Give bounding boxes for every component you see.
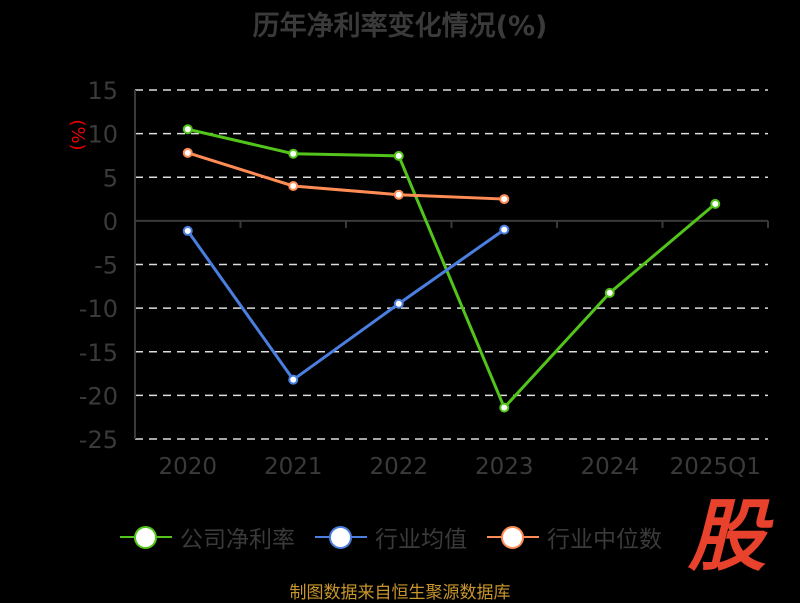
- data-point: [499, 402, 510, 413]
- x-tick-label: 2024: [580, 454, 639, 480]
- series-line-0: [187, 127, 717, 411]
- source-note: 制图数据来自恒生聚源数据库: [289, 583, 511, 603]
- data-point: [393, 189, 404, 200]
- legend-item-industry-avg[interactable]: 行业均值: [315, 520, 467, 554]
- y-tick-label: 5: [103, 164, 118, 192]
- y-tick-label: -5: [94, 252, 118, 280]
- data-point: [182, 225, 193, 236]
- legend-marker-icon: [487, 525, 539, 549]
- legend-label: 行业均值: [375, 527, 467, 553]
- series-line-2: [187, 151, 505, 201]
- legend: 公司净利率 行业均值 行业中位数: [120, 520, 662, 554]
- y-tick-label: 10: [87, 121, 118, 149]
- x-tick-label: 2021: [264, 454, 323, 480]
- y-tick-label: -15: [79, 339, 118, 367]
- x-tick-label: 2020: [158, 454, 217, 480]
- legend-item-industry-median[interactable]: 行业中位数: [487, 520, 662, 554]
- x-tick-label: 2025Q1: [670, 454, 761, 480]
- chart-title: 历年净利率变化情况(%): [252, 11, 548, 42]
- data-point: [288, 148, 299, 159]
- y-axis-label: (%): [67, 119, 88, 150]
- y-tick-label: -10: [79, 295, 118, 323]
- x-tick-label: 2022: [369, 454, 428, 480]
- y-tick-label: -25: [79, 426, 118, 454]
- data-point: [604, 287, 615, 298]
- logo: 股: [688, 492, 767, 582]
- data-point: [710, 198, 721, 209]
- legend-label: 行业中位数: [547, 527, 662, 553]
- data-point: [182, 147, 193, 158]
- legend-item-company[interactable]: 公司净利率: [120, 520, 295, 554]
- legend-marker-icon: [315, 525, 367, 549]
- data-point: [393, 150, 404, 161]
- y-tick-label: 0: [103, 208, 118, 236]
- legend-marker-icon: [120, 525, 172, 549]
- data-point: [288, 180, 299, 191]
- y-tick-label: 15: [87, 77, 118, 105]
- data-point: [182, 124, 193, 135]
- data-point: [288, 374, 299, 385]
- y-tick-label: -20: [79, 382, 118, 410]
- data-point: [393, 298, 404, 309]
- data-point: [499, 194, 510, 205]
- data-point: [499, 224, 510, 235]
- x-tick-label: 2023: [475, 454, 534, 480]
- series-line-1: [186, 228, 506, 382]
- legend-label: 公司净利率: [180, 527, 295, 553]
